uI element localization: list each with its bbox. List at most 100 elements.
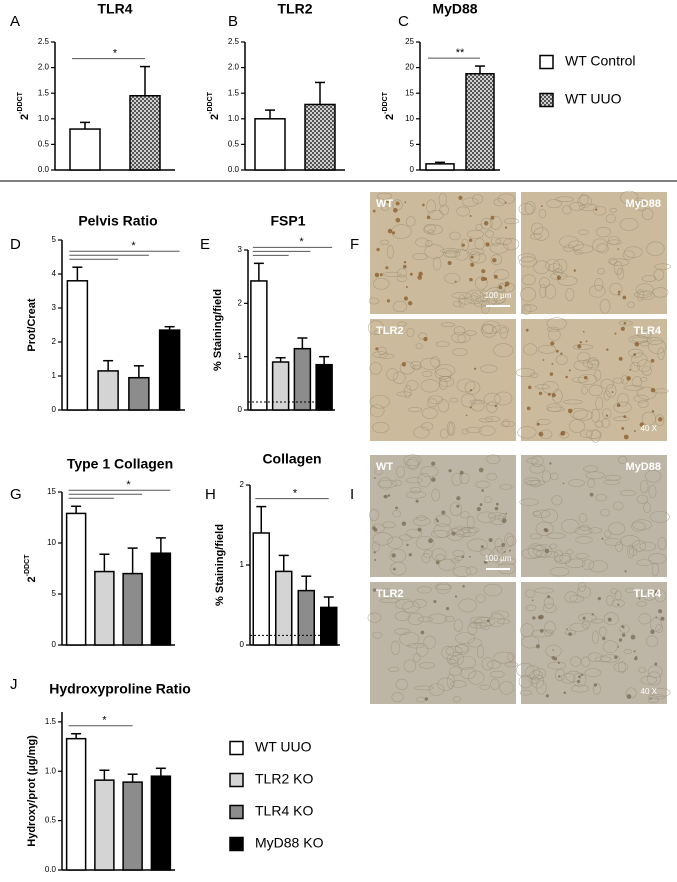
tissue-texture (590, 408, 601, 423)
tissue-texture (585, 471, 605, 480)
stain-spot (633, 650, 636, 653)
tissue-texture (460, 393, 476, 408)
tissue-texture (378, 353, 395, 359)
stain-spot (379, 273, 383, 277)
stain-spot (403, 261, 407, 264)
tissue-texture (641, 274, 657, 282)
bar (65, 737, 87, 871)
y-label-base: 2 (384, 114, 396, 120)
stain-spot (406, 543, 409, 547)
tissue-texture (396, 274, 408, 282)
y-tick-label: 1.5 (228, 88, 240, 97)
stain-spot (589, 492, 594, 497)
tissue-texture (613, 662, 629, 673)
tissue-texture (583, 465, 598, 473)
bar (250, 280, 268, 411)
stain-spot (469, 389, 473, 392)
tissue-texture (610, 588, 618, 595)
bar (254, 118, 286, 171)
stain-spot (373, 477, 376, 479)
stain-spot (601, 537, 604, 540)
tissue-texture (519, 690, 533, 696)
tissue-texture (599, 626, 607, 637)
tissue-texture (627, 301, 635, 308)
tissue-texture (572, 244, 594, 254)
tissue-texture (455, 632, 476, 644)
stain-spot (617, 293, 621, 296)
tissue-texture (439, 375, 452, 382)
tissue-texture (563, 399, 583, 405)
stain-spot (616, 403, 621, 408)
tissue-texture (574, 249, 583, 255)
tissue-texture (392, 371, 406, 384)
stain-spot (461, 243, 465, 247)
stain-spot (488, 537, 493, 543)
tissue-texture (568, 240, 584, 251)
tissue-texture (618, 320, 633, 326)
tissue-texture (477, 644, 485, 659)
stain-spot (385, 266, 389, 270)
tissue-texture (578, 203, 598, 212)
stain-spot (549, 372, 554, 376)
stain-spot (468, 238, 473, 243)
significance-label: * (131, 240, 136, 252)
stain-spot (407, 301, 413, 306)
y-tick-label: 0.0 (45, 865, 57, 874)
stain-spot (435, 518, 438, 521)
tissue-texture (639, 340, 650, 347)
tile-label: TLR4 (634, 325, 662, 337)
tissue-texture (468, 670, 485, 685)
tissue-texture (410, 360, 422, 370)
tissue-texture (577, 374, 598, 386)
tissue-texture (620, 535, 640, 547)
tissue-texture (460, 666, 476, 680)
stain-spot (528, 385, 532, 390)
tissue-texture (399, 361, 415, 375)
panel-letter: A (10, 13, 20, 30)
stain-spot (476, 506, 481, 512)
tissue-texture (648, 694, 666, 700)
y-tick-label: 2 (240, 480, 245, 489)
tissue-texture (496, 545, 506, 554)
stain-spot (581, 673, 584, 676)
tissue-texture (535, 384, 551, 389)
stain-spot (445, 606, 450, 611)
tissue-texture (652, 287, 669, 298)
tissue-texture (547, 661, 567, 670)
stain-spot (498, 285, 503, 290)
tissue-texture (611, 599, 625, 608)
tissue-texture (630, 361, 640, 373)
tissue-texture (612, 501, 624, 511)
tissue-texture (592, 683, 601, 695)
stain-spot (462, 584, 465, 588)
stain-spot (504, 201, 507, 204)
tissue-texture (547, 263, 563, 273)
tissue-texture (585, 429, 602, 439)
tile-label: TLR4 (634, 588, 662, 600)
tissue-texture (415, 342, 423, 350)
tissue-texture (623, 648, 633, 654)
tissue-texture (596, 243, 609, 254)
tissue-texture (615, 541, 624, 552)
significance-label: * (113, 47, 118, 59)
tissue-texture (519, 498, 539, 506)
tissue-texture (535, 680, 547, 695)
tissue-texture (529, 670, 544, 681)
tissue-texture (538, 208, 547, 219)
scale-bar-label: 100 µm (485, 291, 512, 300)
tissue-texture (574, 526, 593, 536)
tissue-texture (469, 622, 488, 629)
tissue-texture (397, 321, 407, 327)
y-tick-label: 1 (52, 371, 57, 380)
tissue-texture (546, 199, 562, 209)
tissue-texture (368, 297, 380, 305)
tissue-texture (553, 268, 563, 276)
tissue-texture (648, 339, 667, 354)
significance-label: * (102, 715, 107, 727)
tissue-texture (459, 472, 470, 485)
panel-letter: C (398, 13, 409, 30)
stain-spot (473, 367, 477, 370)
magnification-label: 40 X (641, 424, 658, 433)
tissue-texture (562, 205, 572, 215)
tissue-texture (435, 341, 450, 347)
